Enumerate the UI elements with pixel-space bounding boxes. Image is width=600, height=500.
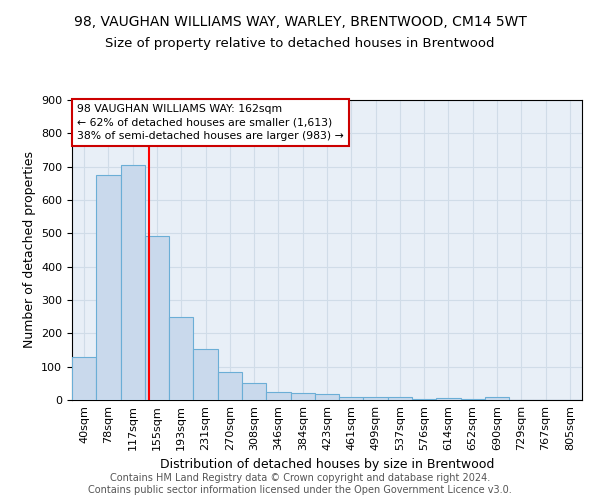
Y-axis label: Number of detached properties: Number of detached properties [23, 152, 35, 348]
Bar [96, 175, 121, 400]
Bar [242, 382, 266, 400]
Bar [290, 392, 315, 400]
Bar [266, 392, 290, 400]
Bar [388, 398, 412, 400]
Bar [436, 398, 461, 400]
Text: 98 VAUGHAN WILLIAMS WAY: 162sqm
← 62% of detached houses are smaller (1,613)
38%: 98 VAUGHAN WILLIAMS WAY: 162sqm ← 62% of… [77, 104, 344, 141]
Bar [412, 399, 436, 400]
Bar [461, 398, 485, 400]
Bar [485, 396, 509, 400]
Bar [169, 316, 193, 400]
X-axis label: Distribution of detached houses by size in Brentwood: Distribution of detached houses by size … [160, 458, 494, 471]
Bar [193, 350, 218, 400]
Bar [145, 236, 169, 400]
Bar [121, 165, 145, 400]
Text: Contains HM Land Registry data © Crown copyright and database right 2024.
Contai: Contains HM Land Registry data © Crown c… [88, 474, 512, 495]
Bar [72, 356, 96, 400]
Text: Size of property relative to detached houses in Brentwood: Size of property relative to detached ho… [105, 38, 495, 51]
Bar [315, 394, 339, 400]
Bar [364, 396, 388, 400]
Text: 98, VAUGHAN WILLIAMS WAY, WARLEY, BRENTWOOD, CM14 5WT: 98, VAUGHAN WILLIAMS WAY, WARLEY, BRENTW… [74, 15, 526, 29]
Bar [339, 396, 364, 400]
Bar [218, 372, 242, 400]
